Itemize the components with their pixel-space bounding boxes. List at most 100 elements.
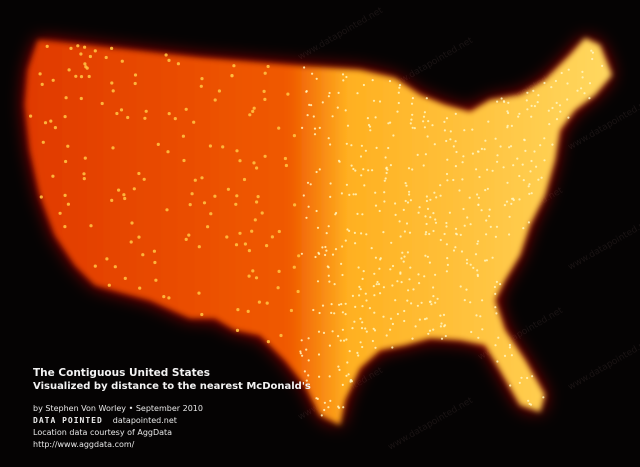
restaurant-dot <box>375 146 378 149</box>
restaurant-dot <box>567 116 570 119</box>
restaurant-dot <box>317 353 321 356</box>
restaurant-dot <box>192 120 196 124</box>
restaurant-dot <box>305 90 308 93</box>
restaurant-dot <box>341 383 344 386</box>
restaurant-dot <box>404 199 407 203</box>
restaurant-dot <box>200 77 204 81</box>
restaurant-dot <box>361 321 364 324</box>
restaurant-dot <box>486 187 489 190</box>
restaurant-dot <box>399 235 402 238</box>
restaurant-dot <box>374 204 378 207</box>
restaurant-dot <box>225 235 229 239</box>
restaurant-dot <box>408 193 411 196</box>
restaurant-dot <box>374 256 377 259</box>
restaurant-dot <box>251 269 255 273</box>
restaurant-dot <box>516 157 519 160</box>
restaurant-dot <box>555 101 558 104</box>
restaurant-dot <box>166 150 170 154</box>
source-url[interactable]: http://www.aggdata.com/ <box>33 440 135 449</box>
restaurant-dot <box>51 174 55 178</box>
restaurant-dot <box>443 120 446 123</box>
restaurant-dot <box>485 219 488 222</box>
restaurant-dot <box>378 267 381 270</box>
restaurant-dot <box>206 225 210 229</box>
restaurant-dot <box>427 332 430 335</box>
restaurant-dot <box>341 245 344 248</box>
restaurant-dot <box>439 184 442 187</box>
restaurant-dot <box>423 275 426 278</box>
restaurant-dot <box>350 164 353 167</box>
restaurant-dot <box>465 288 468 291</box>
restaurant-dot <box>422 164 425 167</box>
restaurant-dot <box>581 70 584 73</box>
restaurant-dot <box>341 328 344 331</box>
restaurant-dot <box>315 397 318 400</box>
restaurant-dot <box>357 354 360 357</box>
restaurant-dot <box>378 100 382 103</box>
restaurant-dot <box>412 288 415 291</box>
restaurant-dot <box>362 168 365 171</box>
restaurant-dot <box>213 194 217 198</box>
restaurant-dot <box>518 112 521 115</box>
restaurant-dot <box>535 165 538 168</box>
restaurant-dot <box>411 337 414 340</box>
restaurant-dot <box>445 172 449 176</box>
restaurant-dot <box>246 309 250 313</box>
restaurant-dot <box>400 281 403 284</box>
restaurant-dot <box>481 299 484 302</box>
restaurant-dot <box>566 98 569 101</box>
restaurant-dot <box>384 177 387 180</box>
restaurant-dot <box>459 233 462 236</box>
restaurant-dot <box>53 126 58 130</box>
restaurant-dot <box>306 181 310 184</box>
restaurant-dot <box>372 99 376 102</box>
restaurant-dot <box>403 309 406 313</box>
restaurant-dot <box>324 245 327 249</box>
restaurant-dot <box>420 301 423 304</box>
restaurant-dot <box>435 196 438 199</box>
restaurant-dot <box>315 170 318 174</box>
restaurant-dot <box>471 128 474 131</box>
restaurant-dot <box>383 200 386 203</box>
restaurant-dot <box>373 311 376 314</box>
restaurant-dot <box>430 303 433 306</box>
restaurant-dot <box>213 98 217 102</box>
restaurant-dot <box>525 99 528 102</box>
restaurant-dot <box>358 294 361 297</box>
restaurant-dot <box>344 313 347 316</box>
restaurant-dot <box>440 322 443 325</box>
restaurant-dot <box>389 317 393 320</box>
restaurant-dot <box>93 264 97 268</box>
restaurant-dot <box>301 126 304 129</box>
restaurant-dot <box>326 265 329 268</box>
restaurant-dot <box>283 156 287 161</box>
restaurant-dot <box>432 212 435 215</box>
restaurant-dot <box>130 221 134 225</box>
restaurant-dot <box>356 212 359 215</box>
restaurant-dot <box>137 171 141 176</box>
restaurant-dot <box>475 314 478 317</box>
restaurant-dot <box>320 414 323 417</box>
restaurant-dot <box>305 216 308 219</box>
restaurant-dot <box>354 242 357 245</box>
restaurant-dot <box>141 253 145 257</box>
restaurant-dot <box>251 109 255 113</box>
restaurant-dot <box>439 238 442 242</box>
restaurant-dot <box>74 74 78 78</box>
restaurant-dot <box>471 152 474 155</box>
restaurant-dot <box>303 66 306 69</box>
restaurant-dot <box>341 311 344 314</box>
restaurant-dot <box>318 311 321 315</box>
restaurant-dot <box>315 77 318 80</box>
brand-url[interactable]: datapointed.net <box>112 416 177 425</box>
restaurant-dot <box>307 337 310 340</box>
restaurant-dot <box>543 137 546 140</box>
restaurant-dot <box>543 81 546 85</box>
restaurant-dot <box>407 167 411 170</box>
restaurant-dot <box>399 272 402 275</box>
restaurant-dot <box>111 89 115 93</box>
restaurant-dot <box>510 354 513 357</box>
restaurant-dot <box>434 301 437 304</box>
restaurant-dot <box>353 320 356 323</box>
restaurant-dot <box>87 74 91 79</box>
